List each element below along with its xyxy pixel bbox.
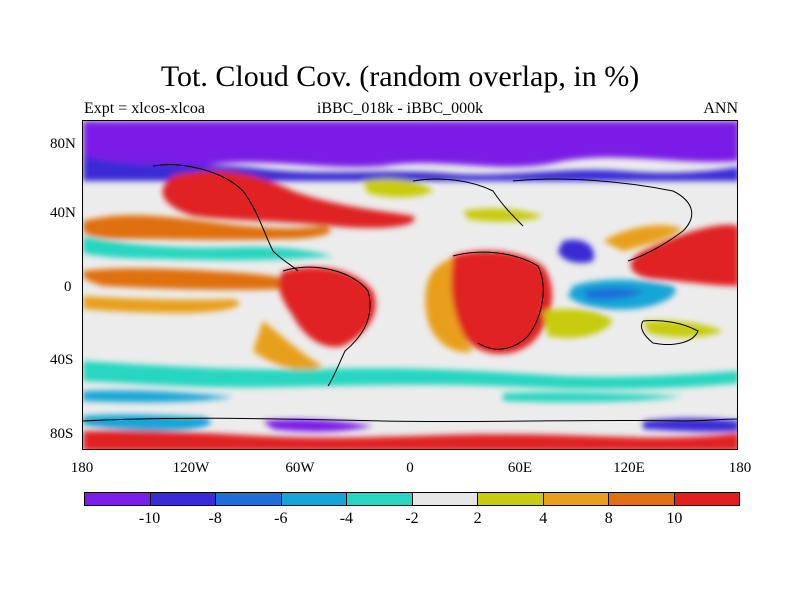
lon-label-120w: 120W bbox=[172, 460, 210, 476]
comparison-label: iBBC_018k - iBBC_000k bbox=[316, 100, 484, 117]
colorbar-swatch bbox=[281, 493, 347, 505]
experiment-label: Expt = xlcos-xlcoa bbox=[84, 100, 205, 117]
colorbar-label: -6 bbox=[274, 510, 288, 527]
colorbar-swatch bbox=[412, 493, 478, 505]
lon-label-120e: 120E bbox=[613, 460, 645, 476]
colorbar-swatch bbox=[216, 493, 282, 505]
lat-label-40n: 40N bbox=[50, 205, 76, 221]
colorbar bbox=[84, 492, 740, 506]
colorbar-label: -10 bbox=[138, 510, 161, 527]
coastlines bbox=[83, 164, 737, 423]
colorbar-swatch bbox=[609, 493, 675, 505]
colorbar-swatch bbox=[478, 493, 544, 505]
season-label: ANN bbox=[703, 100, 738, 117]
colorbar-swatch bbox=[347, 493, 413, 505]
colorbar-label: -4 bbox=[339, 510, 354, 527]
colorbar-swatch bbox=[150, 493, 216, 505]
colorbar-swatch bbox=[85, 493, 151, 505]
world-map bbox=[82, 120, 738, 450]
colorbar-label: 10 bbox=[666, 510, 683, 527]
colorbar-swatch bbox=[674, 493, 739, 505]
colorbar-label: 2 bbox=[473, 510, 482, 527]
lon-label-180w: 180 bbox=[70, 460, 94, 476]
colorbar-label: 4 bbox=[539, 510, 548, 527]
lat-label-equator: 0 bbox=[64, 279, 72, 295]
colorbar-swatch bbox=[543, 493, 609, 505]
colorbar-label: -8 bbox=[208, 510, 222, 527]
page-title: Tot. Cloud Cov. (random overlap, in %) bbox=[160, 60, 640, 93]
lon-label-180e: 180 bbox=[728, 460, 752, 476]
lon-label-60w: 60W bbox=[285, 460, 315, 476]
lat-label-40s: 40S bbox=[50, 352, 74, 368]
lon-label-60e: 60E bbox=[507, 460, 533, 476]
lat-label-80n: 80N bbox=[50, 136, 76, 152]
lat-label-80s: 80S bbox=[50, 426, 74, 442]
anomaly-field bbox=[83, 121, 737, 449]
colorbar-label: 8 bbox=[604, 510, 613, 527]
lon-label-0: 0 bbox=[406, 460, 414, 476]
colorbar-label: -2 bbox=[405, 510, 419, 527]
world-map-icon bbox=[83, 121, 737, 449]
